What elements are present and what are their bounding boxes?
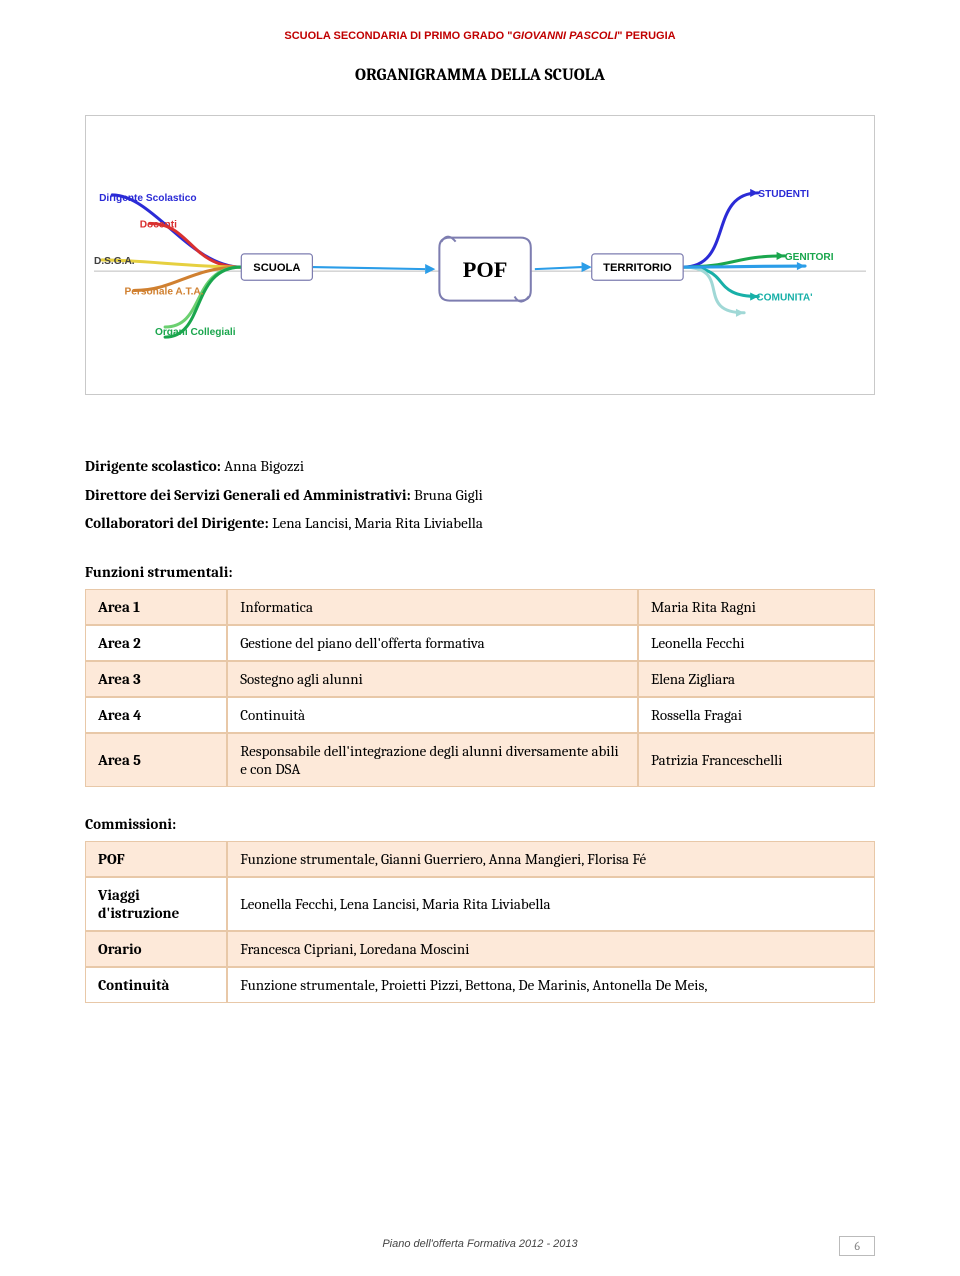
cell-desc: Gestione del piano dell'offerta formativ… (227, 625, 638, 661)
cell-name: Continuità (85, 967, 227, 1003)
cell-desc: Continuità (227, 697, 638, 733)
direttore-line: Direttore dei Servizi Generali ed Ammini… (85, 484, 875, 507)
cell-name: POF (85, 841, 227, 877)
cell-area: Area 2 (85, 625, 227, 661)
cell-desc: Sostegno agli alunni (227, 661, 638, 697)
direttore-label: Direttore dei Servizi Generali ed Ammini… (85, 486, 411, 504)
table-row: POFFunzione strumentale, Gianni Guerrier… (85, 841, 875, 877)
table-row: Area 5Responsabile dell'integrazione deg… (85, 733, 875, 787)
diagram-svg: SCUOLA POF TERRITORIO Dirigente Scolastico D… (94, 134, 866, 388)
svg-text:POF: POF (463, 257, 508, 282)
dirigente-line: Dirigente scolastico: Anna Bigozzi (85, 455, 875, 478)
dirigente-value: Anna Bigozzi (221, 457, 304, 475)
table-row: OrarioFrancesca Cipriani, Loredana Mosci… (85, 931, 875, 967)
cell-members: Funzione strumentale, Proietti Pizzi, Be… (227, 967, 875, 1003)
table-row: Area 2Gestione del piano dell'offerta fo… (85, 625, 875, 661)
cell-members: Leonella Fecchi, Lena Lancisi, Maria Rit… (227, 877, 875, 931)
table-row: Area 1InformaticaMaria Rita Ragni (85, 589, 875, 625)
commissioni-table: POFFunzione strumentale, Gianni Guerrier… (85, 841, 875, 1003)
cell-person: Leonella Fecchi (638, 625, 875, 661)
page-number: 6 (839, 1236, 875, 1256)
cell-person: Elena Zigliara (638, 661, 875, 697)
cell-person: Maria Rita Ragni (638, 589, 875, 625)
cell-area: Area 5 (85, 733, 227, 787)
svg-text:Personale A.T.A.: Personale A.T.A. (124, 286, 203, 297)
cell-members: Funzione strumentale, Gianni Guerriero, … (227, 841, 875, 877)
cell-name: Viaggi d'istruzione (85, 877, 227, 931)
svg-text:Organi Collegiali: Organi Collegiali (155, 327, 236, 338)
cell-area: Area 4 (85, 697, 227, 733)
page: SCUOLA SECONDARIA DI PRIMO GRADO "GIOVAN… (0, 0, 960, 1276)
header-name: GIOVANNI PASCOLI (512, 30, 617, 42)
table-row: Area 4ContinuitàRossella Fragai (85, 697, 875, 733)
table-row: ContinuitàFunzione strumentale, Proietti… (85, 967, 875, 1003)
svg-text:TERRITORIO: TERRITORIO (603, 262, 672, 274)
section-title: ORGANIGRAMMA DELLA SCUOLA (85, 66, 875, 85)
svg-text:COMUNITA': COMUNITA' (756, 293, 812, 304)
cell-person: Patrizia Franceschelli (638, 733, 875, 787)
collab-label: Collaboratori del Dirigente: (85, 514, 269, 532)
svg-text:Docenti: Docenti (140, 219, 177, 230)
table-row: Area 3Sostegno agli alunniElena Zigliara (85, 661, 875, 697)
cell-area: Area 3 (85, 661, 227, 697)
commissioni-title: Commissioni: (85, 815, 875, 833)
header-suffix: " PERUGIA (617, 30, 675, 42)
svg-text:STUDENTI: STUDENTI (758, 189, 809, 200)
svg-text:SCUOLA: SCUOLA (253, 262, 300, 274)
cell-person: Rossella Fragai (638, 697, 875, 733)
cell-desc: Responsabile dell'integrazione degli alu… (227, 733, 638, 787)
collaboratori-line: Collaboratori del Dirigente: Lena Lancis… (85, 512, 875, 535)
footer-text: Piano dell'offerta Formativa 2012 - 2013 (382, 1238, 577, 1250)
funzioni-title: Funzioni strumentali: (85, 563, 875, 581)
org-diagram: SCUOLA POF TERRITORIO Dirigente Scolastico D… (94, 134, 866, 388)
direttore-value: Bruna Gigli (411, 486, 483, 504)
table-row: Viaggi d'istruzioneLeonella Fecchi, Lena… (85, 877, 875, 931)
svg-text:D.S.G.A.: D.S.G.A. (94, 256, 135, 267)
cell-area: Area 1 (85, 589, 227, 625)
collab-value: Lena Lancisi, Maria Rita Liviabella (269, 514, 483, 532)
page-footer: Piano dell'offerta Formativa 2012 - 2013 (0, 1234, 960, 1252)
org-diagram-frame: SCUOLA POF TERRITORIO Dirigente Scolastico D… (85, 115, 875, 395)
svg-text:GENITORI: GENITORI (785, 252, 834, 263)
funzioni-table: Area 1InformaticaMaria Rita RagniArea 2G… (85, 589, 875, 787)
header-prefix: SCUOLA SECONDARIA DI PRIMO GRADO " (284, 30, 512, 42)
document-header: SCUOLA SECONDARIA DI PRIMO GRADO "GIOVAN… (85, 30, 875, 42)
svg-text:Dirigente Scolastico: Dirigente Scolastico (99, 193, 197, 204)
dirigente-label: Dirigente scolastico: (85, 457, 221, 475)
cell-name: Orario (85, 931, 227, 967)
cell-desc: Informatica (227, 589, 638, 625)
cell-members: Francesca Cipriani, Loredana Moscini (227, 931, 875, 967)
